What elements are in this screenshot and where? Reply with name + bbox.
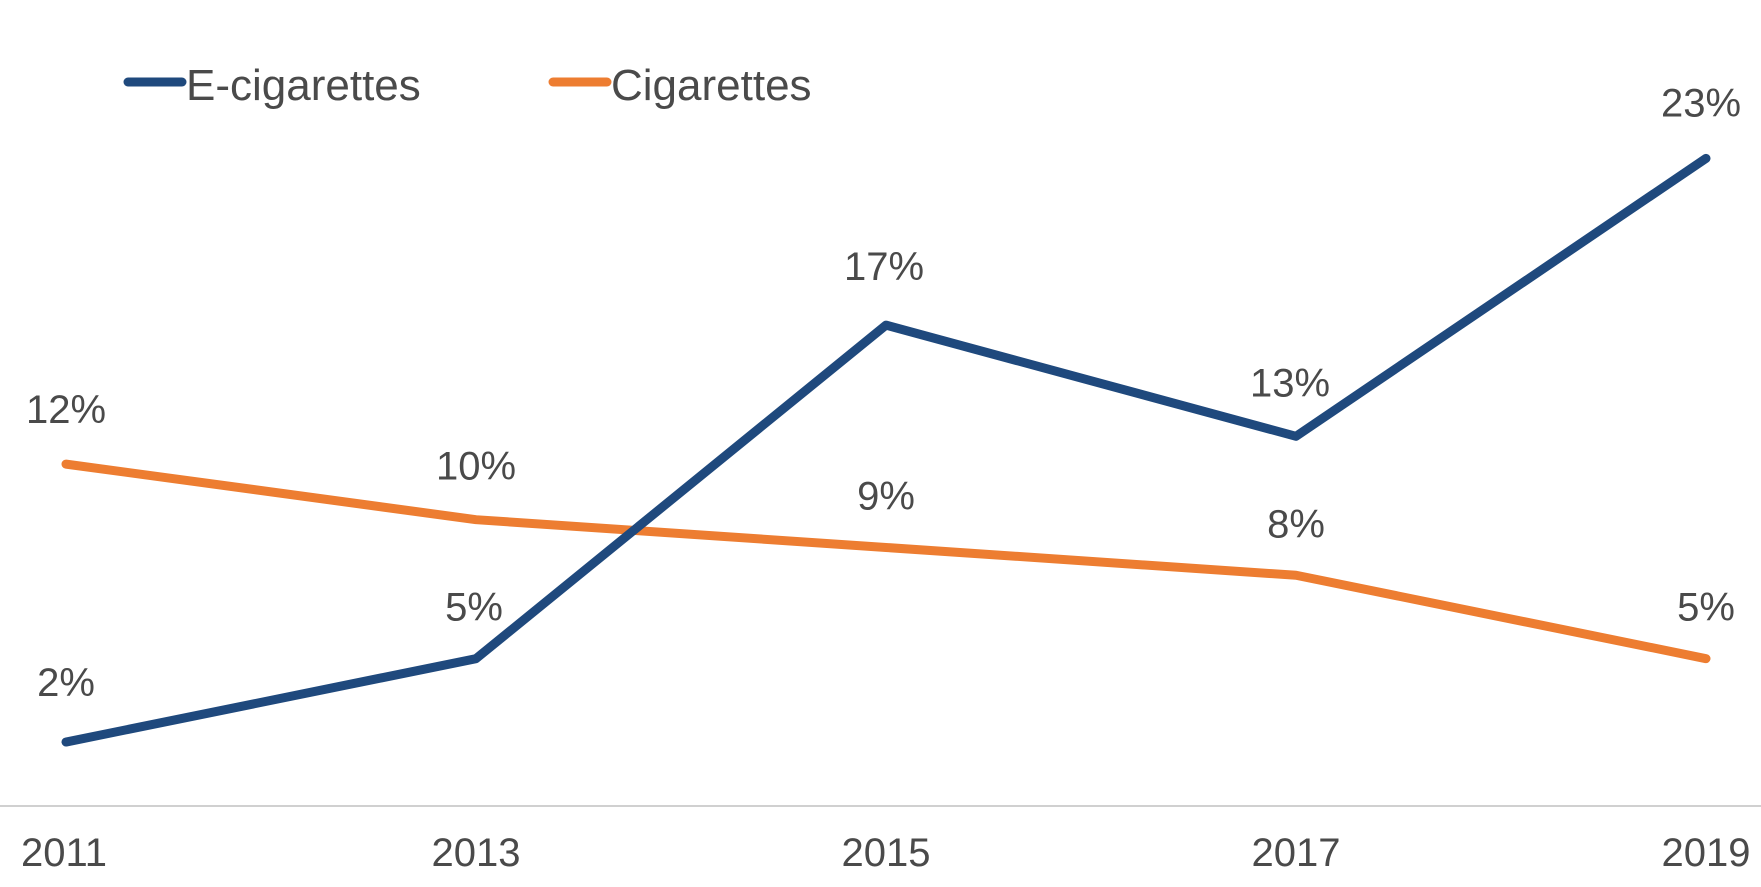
data-label-cigarettes-2013: 10% — [436, 445, 516, 489]
data-label-cigarettes-2011: 12% — [26, 388, 106, 432]
x-tick-label-2017: 2017 — [1252, 831, 1341, 875]
data-label-cigarettes-2017: 8% — [1267, 502, 1325, 546]
data-label-e-cigarettes-2017: 13% — [1250, 361, 1330, 405]
data-label-e-cigarettes-2013: 5% — [445, 586, 503, 630]
data-label-e-cigarettes-2015: 17% — [844, 245, 924, 289]
data-label-e-cigarettes-2011: 2% — [37, 661, 95, 705]
x-tick-label-2019: 2019 — [1662, 831, 1751, 875]
x-tick-label-2013: 2013 — [432, 831, 521, 875]
series-line-cigarettes — [61, 459, 1711, 664]
x-tick-label-2011: 2011 — [21, 831, 107, 875]
x-axis-ticks: 2011 2013 2015 2017 2019 — [21, 831, 1751, 875]
data-label-cigarettes-2019: 5% — [1677, 586, 1735, 630]
data-label-e-cigarettes-2019: 23% — [1661, 81, 1741, 125]
legend-item-e-cigarettes: E-cigarettes — [123, 61, 421, 110]
legend-label-cigarettes: Cigarettes — [611, 61, 812, 110]
data-label-cigarettes-2015: 9% — [857, 474, 915, 518]
legend-item-cigarettes: Cigarettes — [548, 61, 812, 110]
x-tick-label-2015: 2015 — [842, 831, 931, 875]
plot-area: 12% 10% 9% 8% 5% 2% 5% 17% 13% 23% — [26, 81, 1741, 747]
series-line-e-cigarettes — [61, 153, 1711, 747]
legend-label-e-cigarettes: E-cigarettes — [186, 61, 421, 110]
legend: E-cigarettes Cigarettes — [123, 61, 812, 110]
